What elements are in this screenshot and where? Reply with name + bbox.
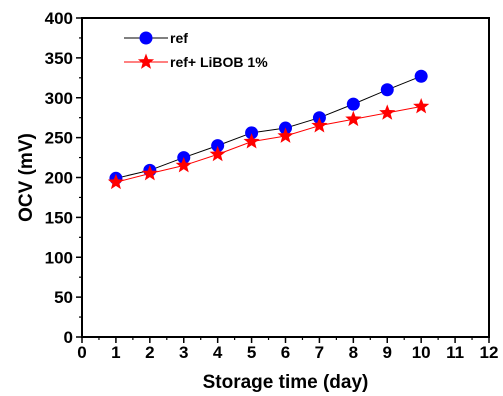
data-point-star — [311, 117, 328, 133]
series-layer — [107, 69, 430, 190]
y-tick-label: 200 — [45, 169, 73, 188]
data-point-circle — [380, 83, 394, 97]
data-point-star — [175, 157, 192, 173]
y-tick-label: 400 — [45, 9, 73, 28]
x-tick-label: 9 — [383, 343, 392, 362]
data-point-star — [345, 110, 362, 127]
y-tick-label: 100 — [45, 248, 73, 267]
axis-ticks — [76, 17, 490, 343]
y-tick-label: 350 — [45, 49, 73, 68]
legend-marker — [139, 31, 153, 45]
x-tick-label: 11 — [446, 343, 464, 362]
y-axis-title: OCV (mV) — [16, 133, 37, 222]
x-tick-label: 6 — [281, 343, 290, 362]
y-tick-label: 0 — [64, 328, 73, 347]
x-tick-label: 10 — [412, 343, 431, 362]
data-point-star — [107, 173, 124, 190]
legend: ref ref+ LiBOB 1% — [124, 30, 268, 70]
series-1 — [109, 69, 428, 185]
series-line — [115, 75, 422, 179]
data-point-star — [277, 127, 294, 143]
data-point-star — [413, 98, 430, 114]
data-point-circle — [414, 69, 428, 83]
x-tick-label: 3 — [179, 343, 188, 362]
y-tick-label: 250 — [45, 129, 73, 148]
data-point-star — [379, 104, 396, 120]
x-axis-title: Storage time (day) — [203, 372, 369, 393]
x-tick-label: 0 — [77, 343, 86, 362]
x-tick-label: 1 — [111, 343, 120, 362]
legend-label: ref+ LiBOB 1% — [170, 54, 268, 70]
y-tick-label: 300 — [45, 89, 73, 108]
x-tick-label: 5 — [247, 343, 256, 362]
data-point-star — [209, 145, 226, 162]
x-tick-label: 8 — [349, 343, 358, 362]
legend-marker — [137, 53, 155, 69]
legend-label: ref — [170, 30, 188, 46]
data-point-star — [243, 133, 260, 149]
x-tick-label: 2 — [145, 343, 154, 362]
series-line — [115, 106, 422, 183]
series-2 — [107, 98, 430, 190]
data-point-circle — [245, 126, 259, 140]
y-tick-label: 50 — [54, 288, 73, 307]
x-tick-label: 4 — [213, 343, 223, 362]
x-tick-label: 12 — [480, 343, 499, 362]
data-point-star — [141, 165, 158, 181]
x-tick-label: 7 — [315, 343, 324, 362]
data-point-circle — [211, 139, 225, 153]
y-tick-label: 150 — [45, 208, 73, 227]
data-point-circle — [346, 97, 360, 111]
